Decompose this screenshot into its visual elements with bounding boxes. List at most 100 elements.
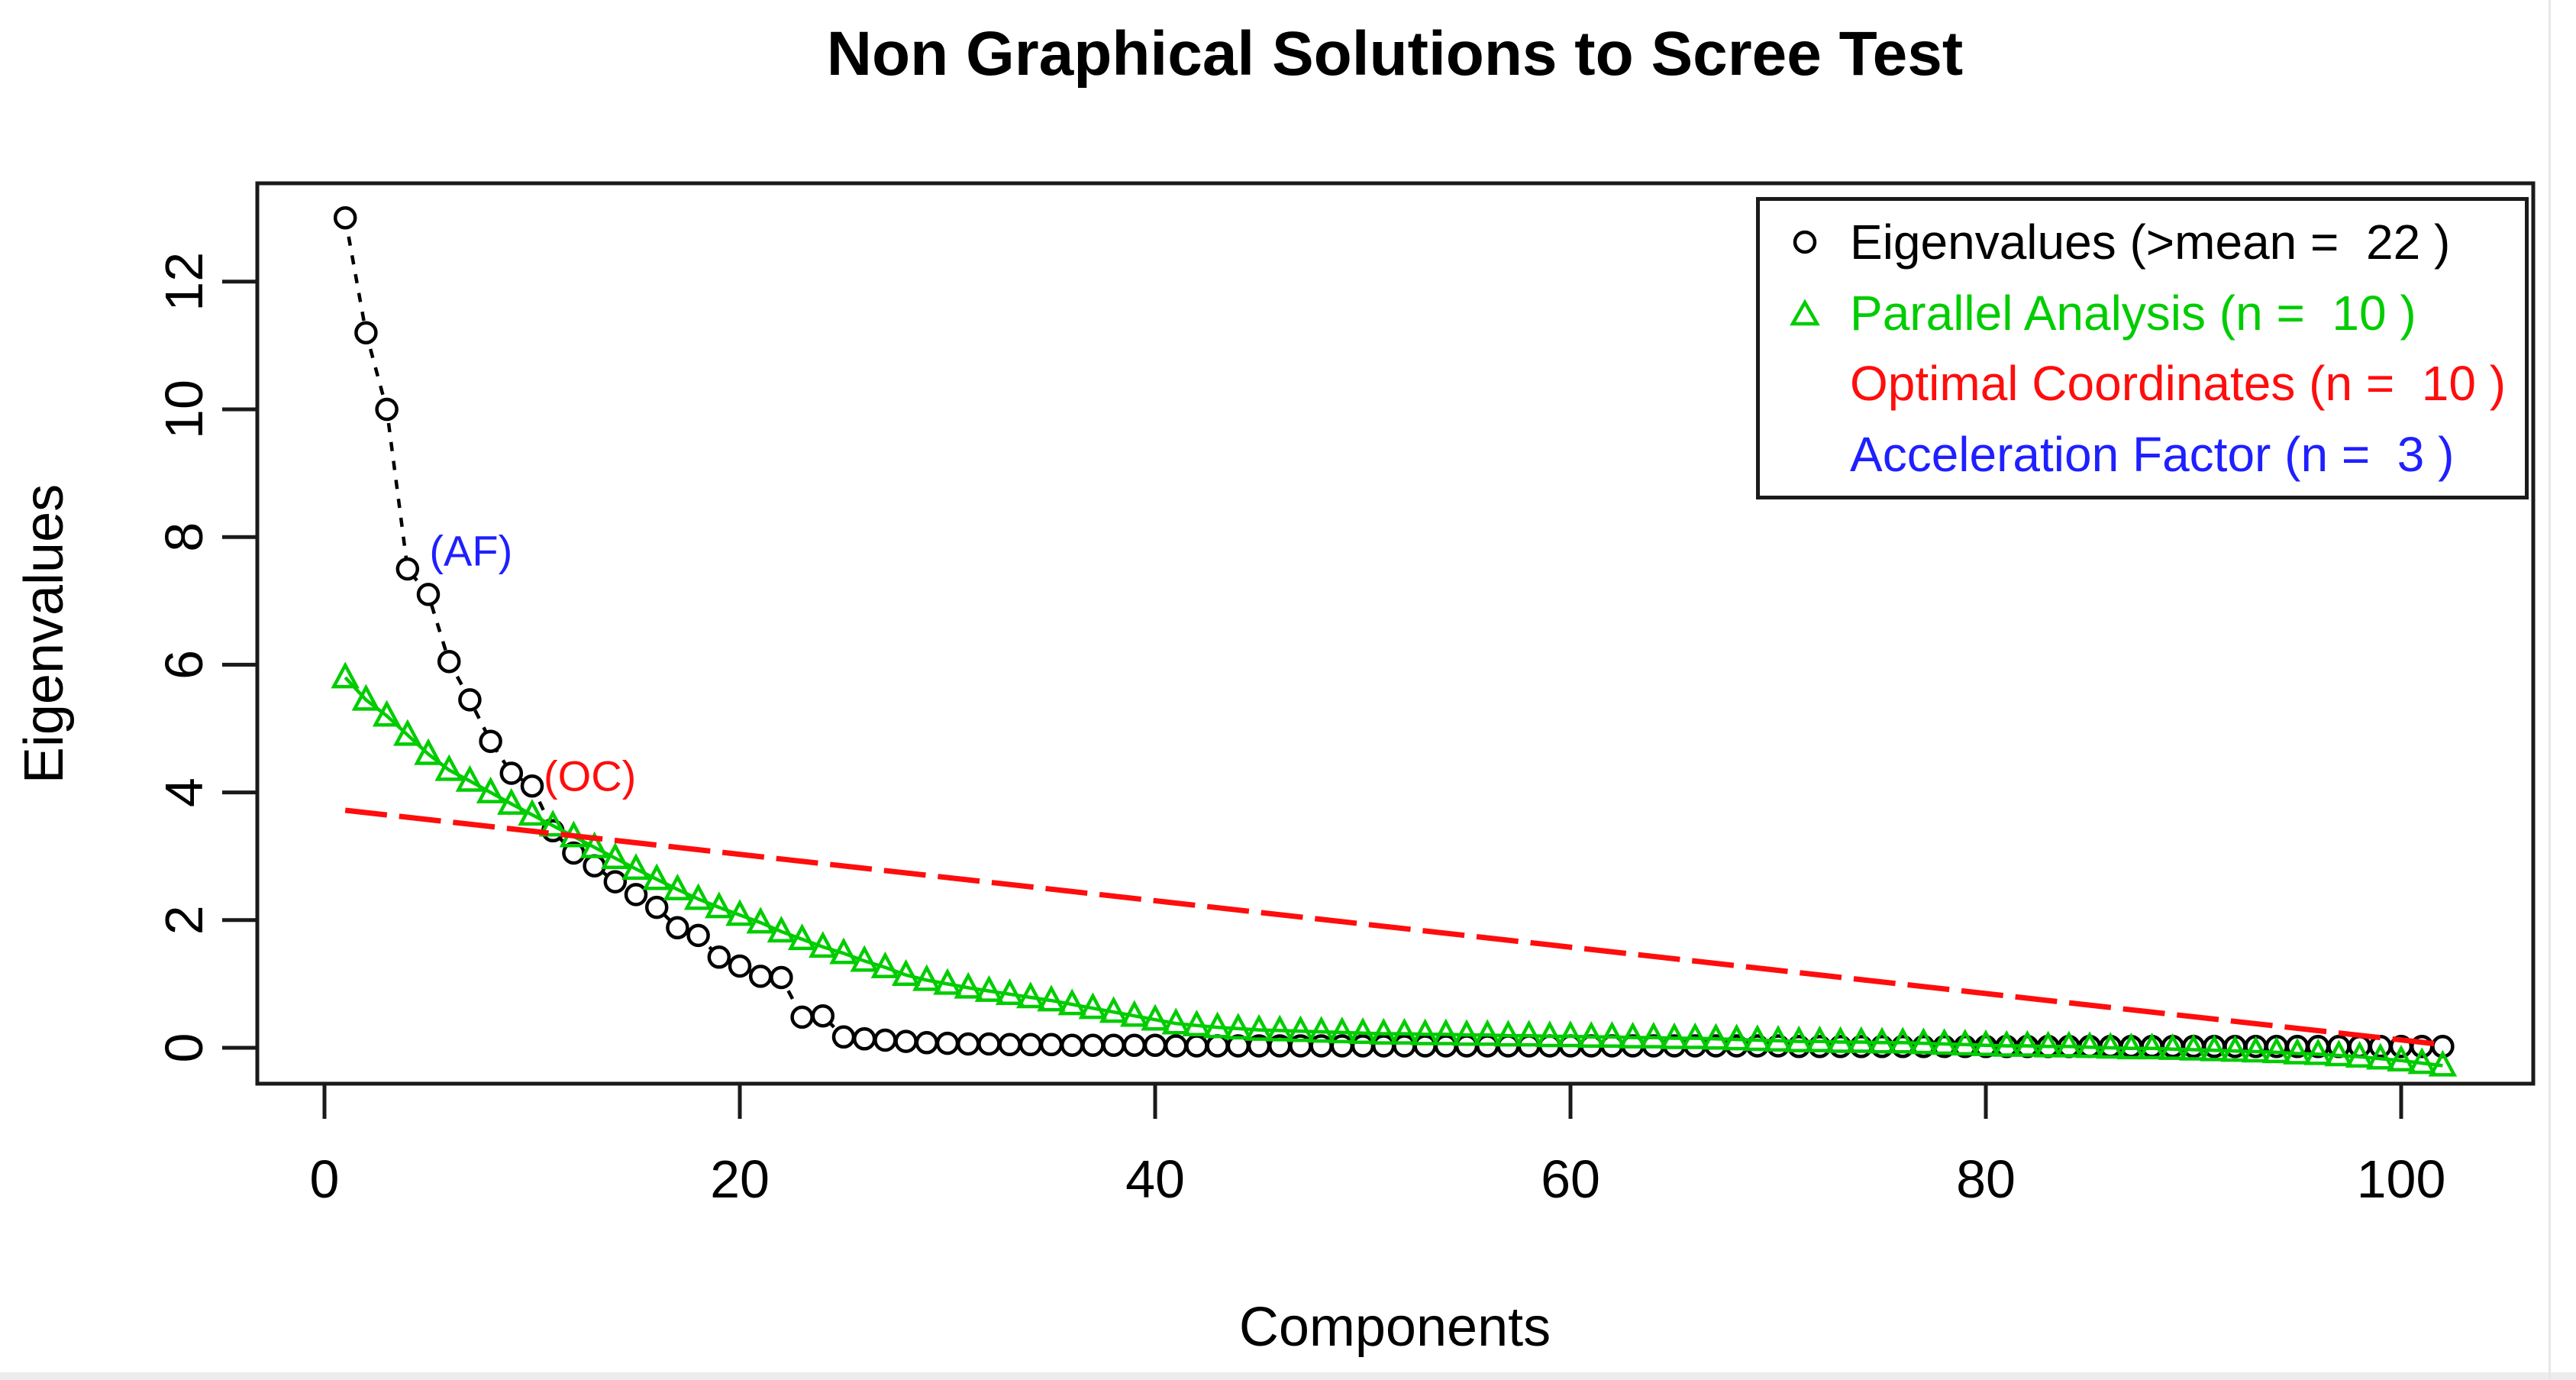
parallel-analysis-point (891, 958, 921, 986)
parallel-analysis-point (1265, 1014, 1294, 1042)
parallel-analysis-point (1244, 1013, 1273, 1041)
parallel-analysis-point (1224, 1013, 1253, 1040)
parallel-analysis-point (933, 968, 962, 995)
parallel-analysis-point (1764, 1025, 1793, 1052)
parallel-analysis-point (1680, 1022, 1709, 1049)
parallel-analysis-point (1847, 1026, 1876, 1053)
parallel-analysis-point (1701, 1023, 1731, 1050)
parallel-analysis-point (1016, 981, 1045, 1009)
eigenvalue-point (977, 1032, 1001, 1056)
parallel-analysis-point (2033, 1030, 2063, 1058)
parallel-analysis-point (725, 899, 754, 926)
eigenvalue-point (956, 1032, 980, 1056)
parallel-analysis-point (621, 853, 650, 881)
legend-label: Eigenvalues (>mean = 22 ) (1850, 215, 2451, 270)
eigenvalue-point (1164, 1034, 1188, 1058)
eigenvalue-point (1018, 1033, 1043, 1057)
parallel-analysis-point (829, 937, 858, 965)
parallel-analysis-point (538, 810, 567, 837)
eigenvalue-point (458, 688, 482, 712)
eigenvalue-point (790, 1005, 814, 1029)
eigenvalue-point (707, 945, 731, 969)
parallel-analysis-point (1410, 1018, 1440, 1046)
parallel-analysis-point (2179, 1033, 2208, 1061)
parallel-analysis-point (746, 907, 775, 934)
parallel-analysis-point (1120, 1000, 1149, 1027)
parallel-analysis-point (2387, 1044, 2416, 1071)
eigenvalue-point (499, 761, 524, 785)
y-tick-label: 2 (154, 905, 214, 935)
parallel-analysis-point (1971, 1029, 2000, 1056)
parallel-analysis-point (1099, 996, 1128, 1023)
page-right-edge (2549, 0, 2551, 1380)
parallel-analysis-point (1618, 1021, 1648, 1049)
parallel-analysis-point (2345, 1040, 2374, 1068)
eigenvalue-point (603, 870, 628, 894)
parallel-analysis-point (601, 842, 630, 869)
legend: Eigenvalues (>mean = 22 ) Parallel Analy… (1756, 197, 2529, 499)
legend-item-parallel-analysis: Parallel Analysis (n = 10 ) (1760, 280, 2525, 347)
eigenvalue-point (624, 883, 648, 907)
x-tick-label: 40 (1125, 1149, 1185, 1209)
eigenvalue-point (748, 965, 773, 988)
eigenvalue-point (935, 1031, 960, 1055)
legend-label: Acceleration Factor (n = 3 ) (1850, 426, 2455, 482)
parallel-analysis-point (1597, 1021, 1627, 1049)
parallel-analysis-point (1348, 1017, 1377, 1045)
parallel-analysis-point (1805, 1025, 1835, 1052)
parallel-analysis-point (2262, 1036, 2291, 1064)
x-tick-label: 0 (310, 1149, 340, 1209)
x-axis-label: Components (1239, 1297, 1551, 1358)
parallel-analysis-point (497, 787, 526, 815)
parallel-analysis-point (1660, 1022, 1689, 1049)
parallel-analysis-point (2116, 1033, 2146, 1060)
legend-item-eigenvalues: Eigenvalues (>mean = 22 ) (1760, 208, 2525, 276)
parallel-analysis-point (1037, 984, 1066, 1012)
parallel-analysis-point (1556, 1020, 1585, 1048)
parallel-analysis-point (1141, 1003, 1170, 1031)
eigenvalue-point (852, 1027, 876, 1051)
eigenvalue-point (686, 923, 710, 948)
eigenvalue-point (915, 1031, 939, 1055)
plot-box (255, 181, 2536, 1086)
parallel-analysis-point (393, 719, 422, 746)
parallel-analysis-point (331, 661, 360, 689)
eigenvalue-point (1185, 1034, 1209, 1058)
parallel-analysis-point (954, 971, 983, 999)
parallel-analysis-point (1452, 1019, 1481, 1046)
open-triangle-icon (1760, 298, 1850, 328)
parallel-analysis-point (995, 978, 1025, 1006)
legend-label: Parallel Analysis (n = 10 ) (1850, 285, 2416, 341)
eigenvalue-point (1413, 1034, 1437, 1058)
eigenvalue-point (1351, 1034, 1375, 1058)
y-tick-label: 6 (154, 650, 214, 680)
eigenvalue-point (437, 649, 461, 674)
parallel-analysis-point (2075, 1031, 2104, 1058)
parallel-analysis-point (787, 923, 817, 951)
parallel-analysis-point (2428, 1049, 2458, 1077)
x-tick-label: 100 (2357, 1149, 2446, 1209)
parallel-analysis-point (1202, 1011, 1232, 1039)
eigenvalue-point (728, 954, 752, 978)
parallel-analysis-point (2303, 1038, 2332, 1065)
parallel-analysis-point (2324, 1039, 2354, 1067)
parallel-analysis-point (705, 891, 734, 919)
parallel-analysis-point (1639, 1021, 1668, 1049)
y-tick-label: 8 (154, 522, 214, 552)
eigenvalue-point (1309, 1034, 1333, 1058)
parallel-analysis-point (1888, 1026, 1917, 1054)
parallel-analysis-point (2137, 1033, 2167, 1060)
legend-item-acceleration-factor: Acceleration Factor (n = 3 ) (1760, 421, 2525, 488)
parallel-analysis-point (2158, 1033, 2187, 1060)
x-tick-label: 20 (710, 1149, 770, 1209)
y-tick-label: 0 (154, 1033, 214, 1063)
parallel-analysis-point (663, 873, 692, 900)
parallel-analysis-point (1182, 1009, 1212, 1036)
parallel-analysis-point (1390, 1017, 1419, 1045)
parallel-analysis-point (2241, 1036, 2271, 1063)
eigenvalue-point (1102, 1033, 1125, 1057)
parallel-analysis-point (2055, 1030, 2084, 1058)
af-annotation: (AF) (429, 527, 512, 575)
